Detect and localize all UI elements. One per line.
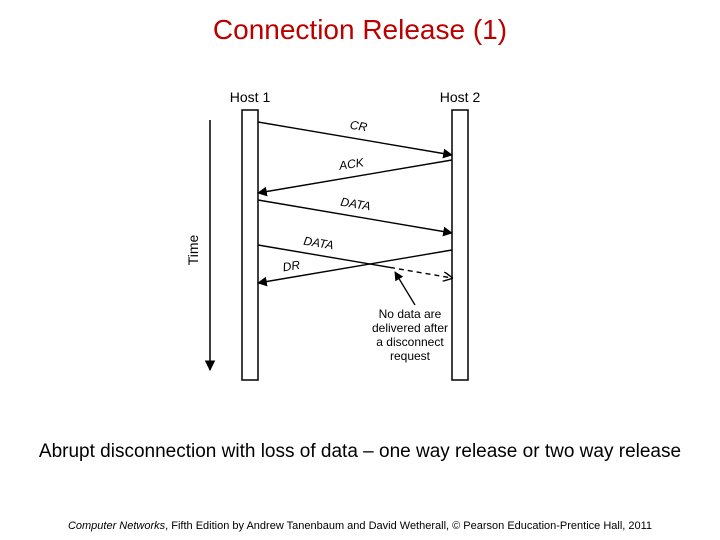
svg-text:No data are: No data are <box>379 307 442 321</box>
svg-text:request: request <box>390 349 431 363</box>
footer: Computer Networks, Fifth Edition by Andr… <box>0 520 720 532</box>
svg-text:delivered after: delivered after <box>372 321 448 335</box>
svg-text:DATA: DATA <box>340 195 372 214</box>
sequence-diagram: Time Host 1 Host 2 CR ACK DATA DATA DR N… <box>180 80 540 400</box>
svg-text:CR: CR <box>349 118 369 135</box>
svg-text:DR: DR <box>282 258 302 275</box>
footer-rest: , Fifth Edition by Andrew Tanenbaum and … <box>165 520 652 532</box>
host1-label: Host 1 <box>230 89 271 105</box>
note: No data are delivered after a disconnect… <box>372 272 448 363</box>
svg-text:ACK: ACK <box>337 155 366 173</box>
footer-book: Computer Networks <box>68 520 165 532</box>
svg-text:DATA: DATA <box>303 234 335 253</box>
caption: Abrupt disconnection with loss of data –… <box>0 440 720 464</box>
page-title: Connection Release (1) <box>0 0 720 46</box>
host2-lifeline: Host 2 <box>440 89 481 380</box>
host2-label: Host 2 <box>440 89 481 105</box>
msg-ack: ACK <box>258 155 452 193</box>
msg-dr: DR <box>258 250 452 283</box>
host1-lifeline: Host 1 <box>230 89 271 380</box>
msg-data-1: DATA <box>258 195 452 233</box>
msg-cr: CR <box>258 118 452 155</box>
time-axis: Time <box>185 120 210 370</box>
svg-text:a disconnect: a disconnect <box>376 335 444 349</box>
time-label: Time <box>185 234 201 265</box>
